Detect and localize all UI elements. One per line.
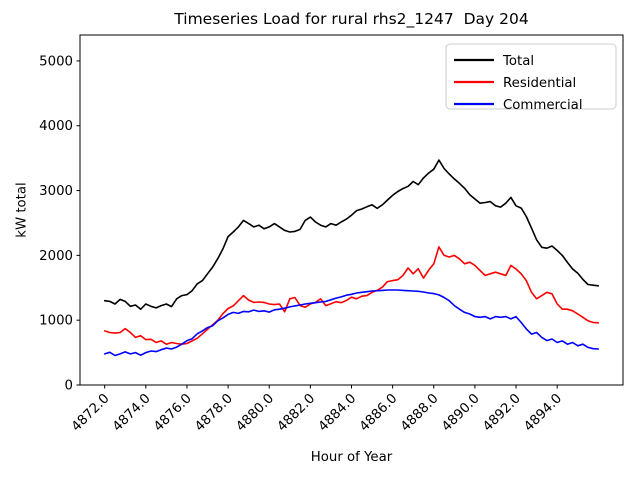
x-tick-label: 4888.0 (398, 391, 442, 435)
y-tick-label: 1000 (39, 314, 73, 329)
x-tick-label: 4874.0 (110, 391, 154, 435)
x-tick-label: 4894.0 (522, 391, 566, 435)
chart-title: Timeseries Load for rural rhs2_1247 Day … (174, 10, 529, 28)
legend: Total Residential Commercial (445, 43, 617, 113)
x-tick-label: 4890.0 (439, 391, 483, 435)
legend-label-commercial: Commercial (503, 98, 583, 113)
x-tick-label: 4878.0 (192, 391, 236, 435)
y-tick-label: 4000 (39, 119, 73, 134)
y-ticks: 0 1000 2000 3000 4000 5000 (39, 54, 80, 394)
x-tick-label: 4886.0 (357, 391, 401, 435)
y-tick-label: 0 (65, 379, 73, 394)
x-tick-label: 4882.0 (275, 391, 319, 435)
x-ticks: 4872.04874.04876.04878.04880.04882.04884… (69, 385, 565, 435)
y-tick-label: 3000 (39, 184, 73, 199)
x-tick-label: 4884.0 (316, 391, 360, 435)
legend-label-total: Total (502, 54, 534, 69)
x-tick-label: 4880.0 (234, 391, 278, 435)
series-line-residential (103, 246, 600, 346)
x-axis-label: Hour of Year (310, 450, 393, 465)
series-line-total (103, 159, 600, 311)
x-tick-label: 4892.0 (480, 391, 524, 435)
legend-label-residential: Residential (503, 76, 576, 91)
y-tick-label: 5000 (39, 54, 73, 69)
y-tick-label: 2000 (39, 249, 73, 264)
series-line-commercial (103, 289, 600, 357)
x-tick-label: 4872.0 (69, 391, 113, 435)
x-tick-label: 4876.0 (151, 391, 195, 435)
